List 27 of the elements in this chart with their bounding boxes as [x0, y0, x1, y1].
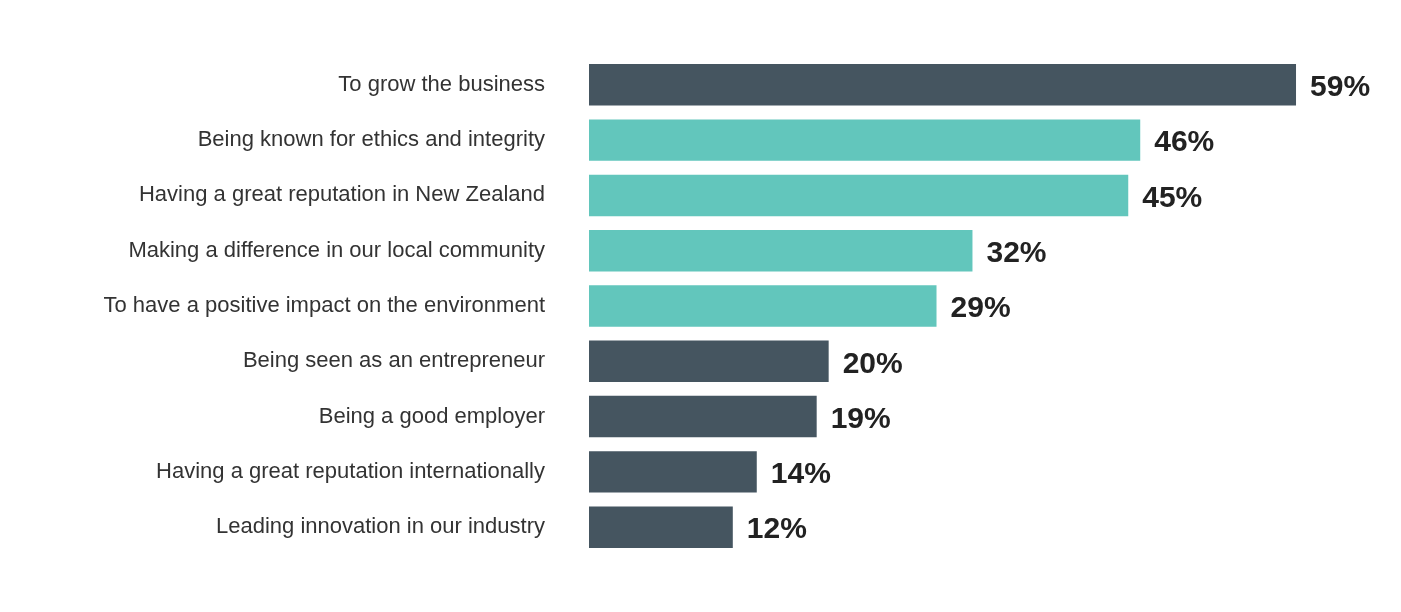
y-tick-label: Leading innovation in our industry: [215, 513, 545, 539]
bar: [589, 64, 1297, 106]
bar: [589, 119, 1141, 161]
y-tick-label: Being a good employer: [318, 402, 545, 428]
data-label: 14%: [770, 456, 831, 490]
y-tick-label: To grow the business: [338, 70, 545, 96]
data-label: 19%: [830, 400, 891, 434]
y-tick-label: Being known for ethics and integrity: [197, 126, 545, 152]
bar: [589, 506, 733, 548]
bar: [589, 395, 817, 438]
bar: [589, 451, 757, 493]
y-tick-label: To have a positive impact on the environment: [103, 292, 545, 318]
bar: [589, 174, 1129, 217]
data-label: 29%: [950, 290, 1011, 324]
bar: [589, 285, 937, 327]
data-label: 45%: [1142, 179, 1203, 213]
data-label: 32%: [986, 234, 1047, 268]
data-label: 59%: [1310, 69, 1371, 103]
data-label: 12%: [746, 511, 807, 545]
y-tick-label: Having a great reputation in New Zealand: [138, 181, 545, 207]
data-label: 46%: [1154, 124, 1215, 158]
y-tick-label: Making a difference in our local community: [128, 236, 545, 262]
bar: [589, 229, 973, 272]
data-label: 20%: [842, 345, 903, 379]
y-tick-label: Being seen as an entrepreneur: [242, 347, 545, 373]
bar: [589, 340, 829, 383]
y-tick-label: Having a great reputation internationally: [156, 457, 545, 483]
